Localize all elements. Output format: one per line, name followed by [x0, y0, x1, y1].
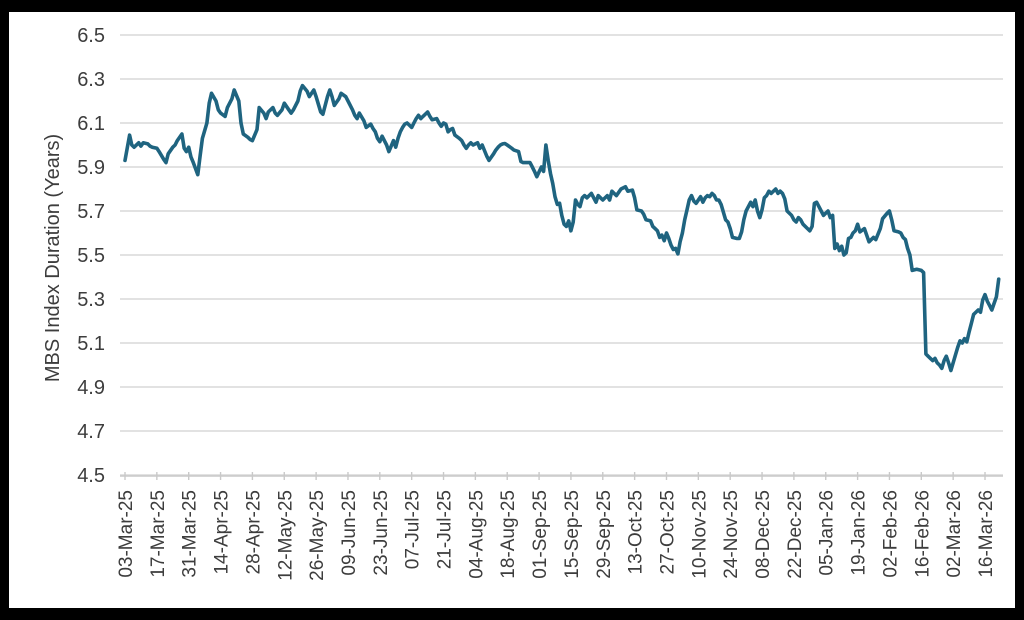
x-tick-label: 27-Oct-25: [657, 490, 678, 574]
x-tick-label: 26-May-25: [307, 490, 328, 581]
x-tick-label: 16-Mar-26: [976, 490, 997, 578]
x-tick-label: 19-Jan-26: [849, 490, 870, 576]
x-tick-label: 10-Nov-25: [689, 490, 710, 579]
tick-label-layer: 6.5 6.3 6.1 5.9 5.7 5.5 5.3 5.1 4.9 4.7 4.5 03-Mar-…: [77, 25, 997, 581]
y-tick-label: 6.3: [77, 69, 105, 91]
x-tick-label: 13-Oct-25: [626, 490, 647, 574]
x-tick-label: 28-Apr-25: [243, 490, 264, 575]
x-tick-label: 02-Mar-26: [944, 490, 965, 578]
x-tick-label: 15-Sep-25: [562, 490, 583, 579]
x-tick-label: 16-Feb-26: [912, 490, 933, 578]
x-tick-label: 31-Mar-25: [180, 490, 201, 578]
y-tick-label: 5.5: [77, 245, 105, 267]
y-tick-label: 6.5: [77, 25, 105, 47]
x-tick-label: 22-Dec-25: [785, 490, 806, 579]
x-tick-label: 05-Jan-26: [817, 490, 838, 576]
series-layer: [123, 83, 1001, 373]
axis-layer: [120, 472, 1003, 480]
x-tick-label: 18-Aug-25: [498, 490, 519, 579]
duration-series-line: [123, 83, 1001, 373]
x-tick-label: 09-Jun-25: [339, 490, 360, 576]
x-tick-label: 02-Feb-26: [880, 490, 901, 578]
y-tick-label: 5.9: [77, 157, 105, 179]
x-tick-label: 29-Sep-25: [594, 490, 615, 579]
x-tick-label: 17-Mar-25: [148, 490, 169, 578]
duration-line-chart: 6.5 6.3 6.1 5.9 5.7 5.5 5.3 5.1 4.9 4.7 4.5 03-Mar-…: [42, 25, 1003, 581]
chart-canvas: 6.5 6.3 6.1 5.9 5.7 5.5 5.3 5.1 4.9 4.7 4.5 03-Mar-…: [9, 12, 1015, 608]
y-tick-label: 6.1: [77, 113, 105, 135]
x-tick-label: 23-Jun-25: [371, 490, 392, 576]
x-tick-label: 12-May-25: [275, 490, 296, 581]
x-tick-label: 01-Sep-25: [530, 490, 551, 579]
grid-layer: [120, 34, 1003, 476]
y-axis-title: MBS Index Duration (Years): [42, 134, 64, 382]
x-tick-label: 08-Dec-25: [753, 490, 774, 579]
y-tick-label: 5.7: [77, 201, 105, 223]
x-tick-label: 03-Mar-25: [116, 490, 137, 578]
x-tick-label: 21-Jul-25: [435, 490, 456, 569]
y-tick-label: 5.1: [77, 333, 105, 355]
x-tick-label: 24-Nov-25: [721, 490, 742, 579]
y-tick-label: 5.3: [77, 289, 105, 311]
y-tick-label: 4.9: [77, 377, 105, 399]
x-tick-label: 04-Aug-25: [466, 490, 487, 579]
x-tick-label: 14-Apr-25: [212, 490, 233, 575]
x-tick-label: 07-Jul-25: [403, 490, 424, 569]
y-tick-label: 4.7: [77, 421, 105, 443]
y-tick-label: 4.5: [77, 465, 105, 487]
